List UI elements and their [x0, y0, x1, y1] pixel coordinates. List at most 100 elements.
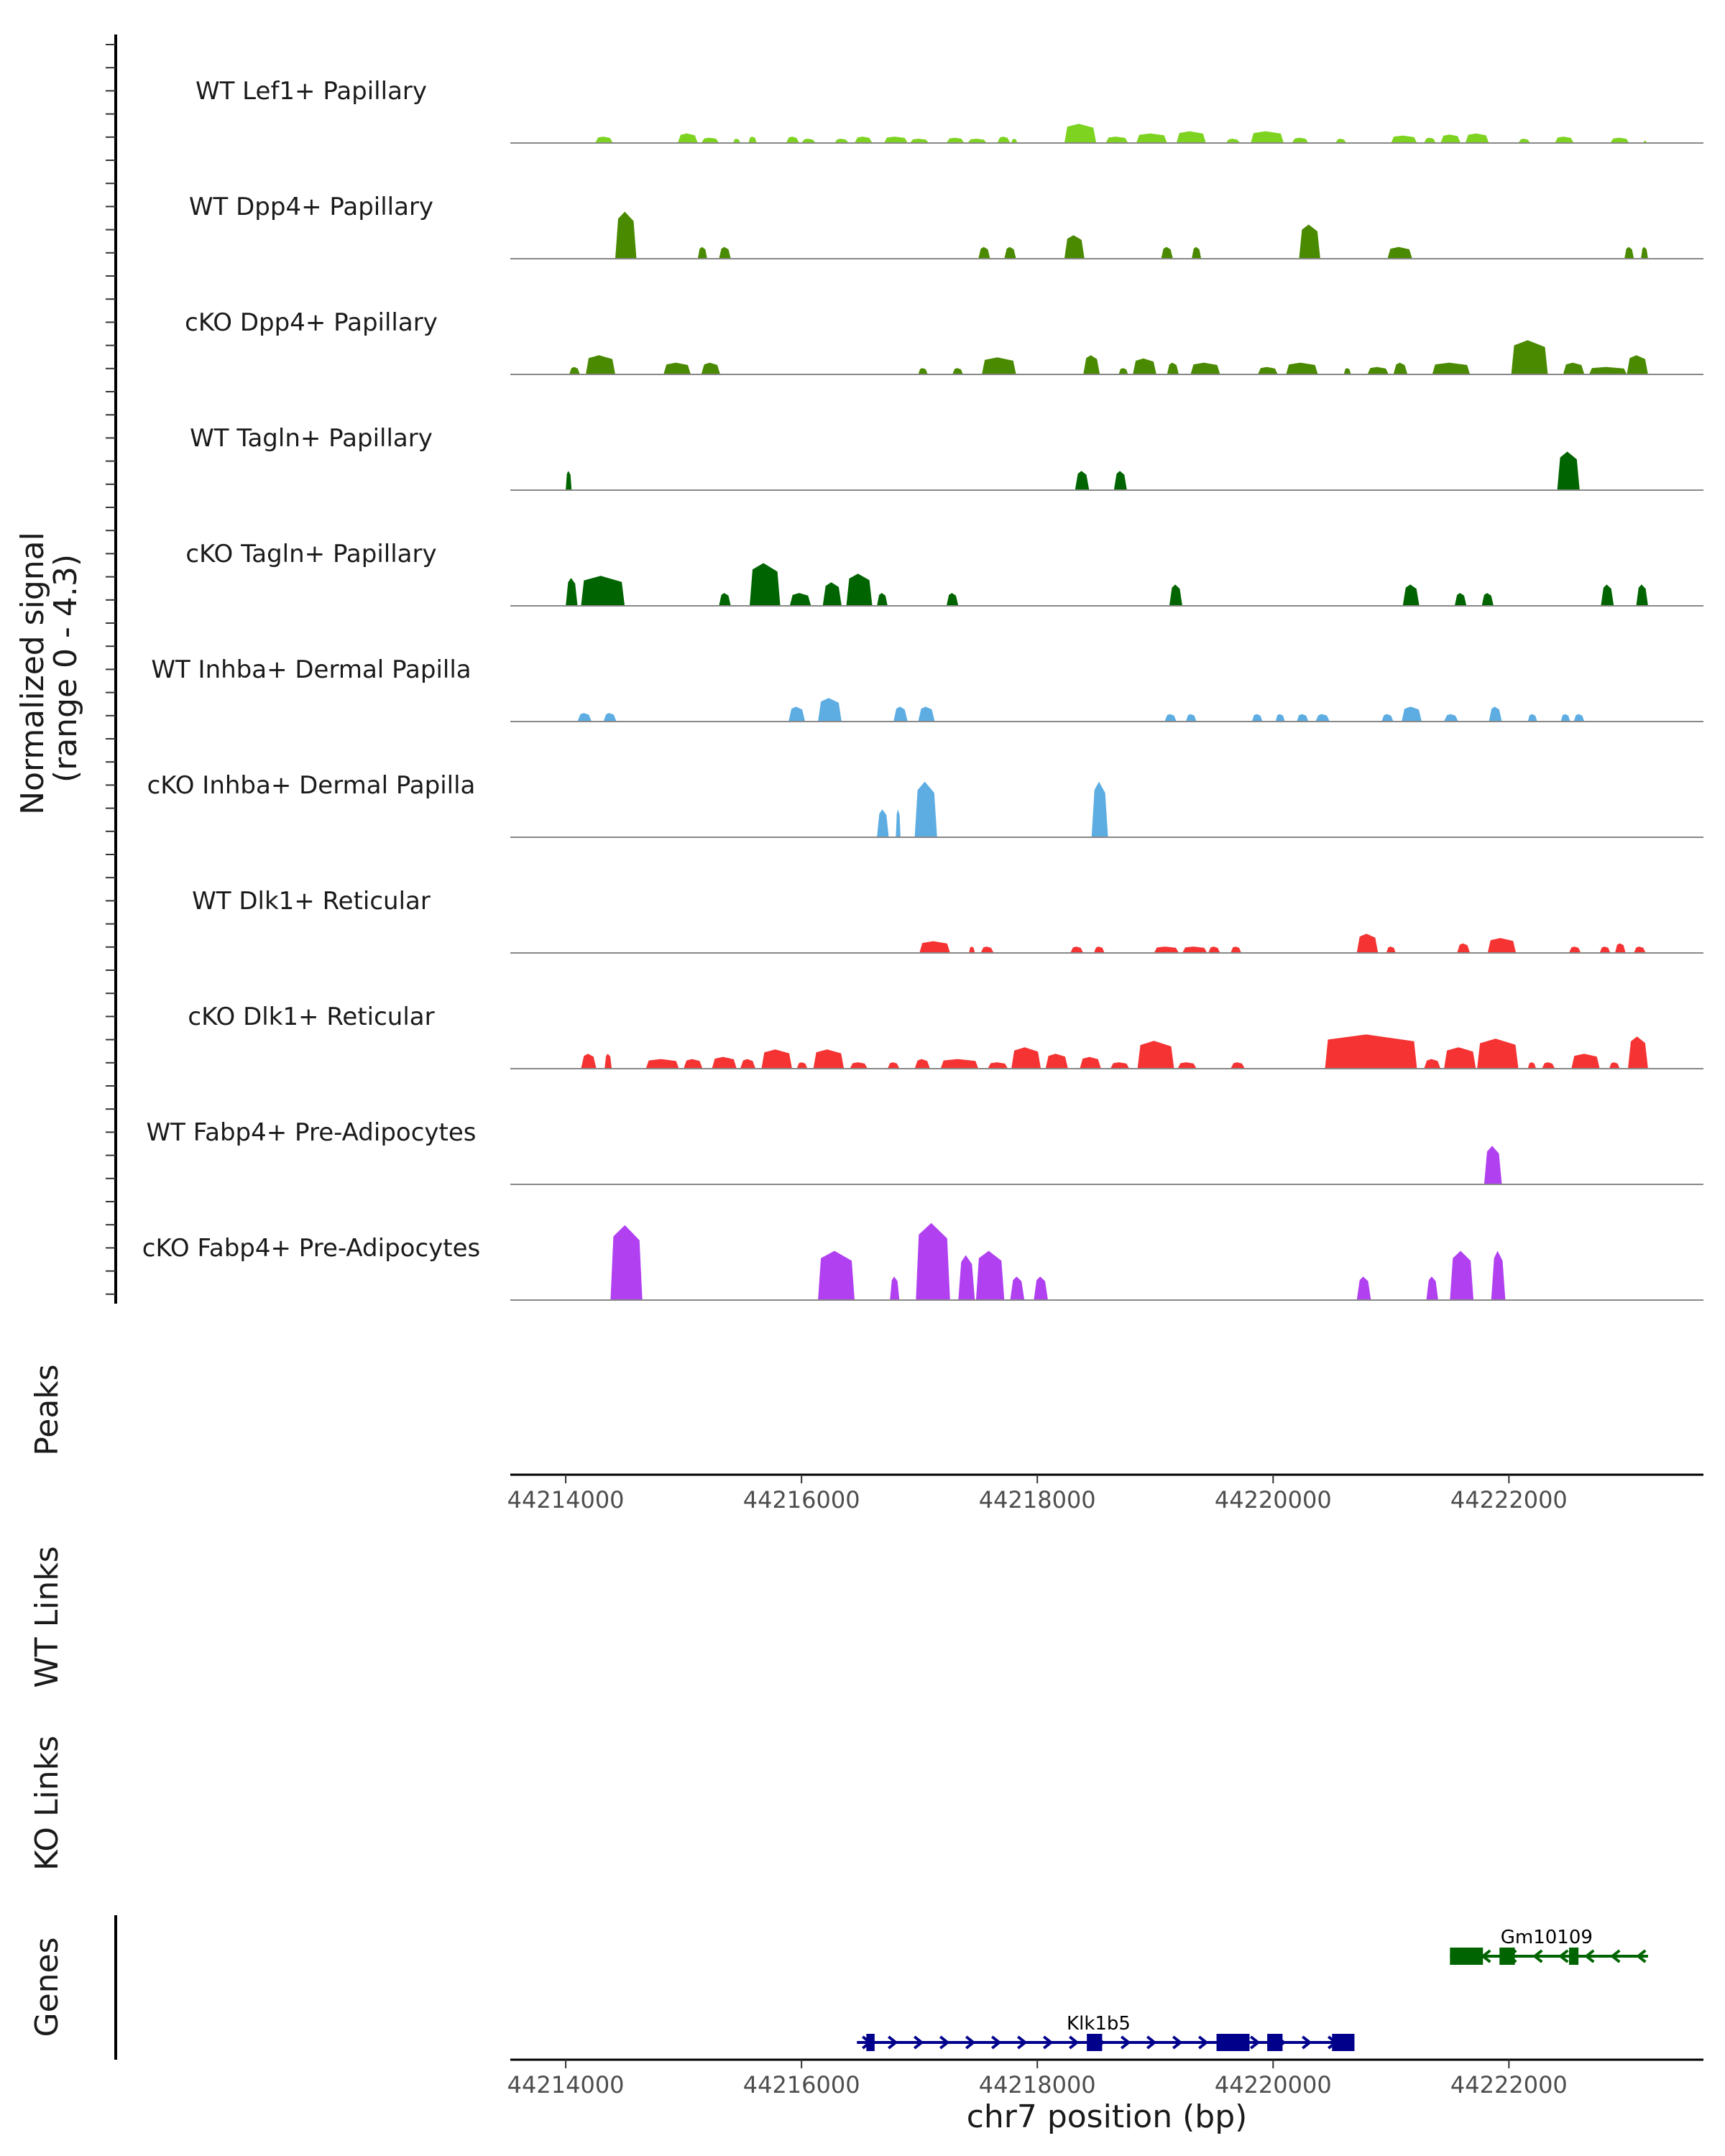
signal-area — [1542, 1062, 1555, 1069]
signal-area — [1190, 362, 1220, 374]
signal-area — [1381, 714, 1394, 722]
signal-area — [1634, 946, 1646, 953]
signal-area — [1484, 1146, 1502, 1184]
signal-area — [1167, 362, 1179, 374]
signal-area — [1154, 946, 1179, 953]
signal-area — [1489, 706, 1502, 722]
signal-area — [1465, 133, 1489, 143]
signal-area — [914, 1059, 930, 1069]
signal-area — [988, 1062, 1008, 1069]
signal-area — [603, 713, 617, 722]
strand-arrow — [1146, 2035, 1157, 2050]
signal-area — [796, 1062, 808, 1069]
signal-area — [1176, 131, 1206, 143]
signal-area — [1299, 224, 1320, 259]
signal-area — [1208, 946, 1220, 953]
signal-area — [946, 593, 959, 606]
signal-area — [569, 367, 580, 374]
signal-area — [980, 946, 994, 953]
signal-area — [1251, 714, 1263, 722]
signal-area — [1137, 1041, 1174, 1069]
strand-arrow — [1172, 2035, 1183, 2050]
signal-area — [1555, 137, 1574, 143]
strand-arrow — [1532, 1949, 1543, 1963]
signal-area — [1615, 943, 1626, 953]
signal-area — [789, 593, 811, 606]
signal-area — [1083, 355, 1100, 374]
signal-area — [1426, 1276, 1438, 1300]
signal-area — [1393, 362, 1408, 374]
signal-area — [761, 1049, 792, 1069]
strand-arrow — [1636, 1949, 1647, 1963]
signal-area — [834, 139, 849, 143]
gene-exon — [1499, 1948, 1515, 1965]
signal-area — [967, 139, 987, 143]
signal-area — [1450, 1250, 1474, 1300]
signal-area — [1094, 946, 1105, 953]
x-axis-tick-label: 44220000 — [1215, 1486, 1332, 1514]
signal-area — [712, 1056, 737, 1069]
signal-area — [701, 137, 719, 143]
signal-area — [1573, 714, 1585, 722]
signal-area — [1481, 593, 1494, 606]
signal-area — [1391, 135, 1417, 143]
signal-area — [1440, 134, 1461, 143]
strand-arrow — [939, 2035, 950, 2050]
ko-links-panel-label: KO Links — [29, 1736, 65, 1871]
gene-models: Gm10109 Klk1b5 — [857, 1927, 1648, 2051]
signal-area — [1034, 1276, 1048, 1300]
signal-area — [1045, 1054, 1068, 1069]
signal-area — [1560, 714, 1570, 722]
strand-arrow — [1043, 2035, 1054, 2050]
signal-area — [697, 247, 707, 259]
signal-area — [1599, 946, 1611, 953]
signal-area — [788, 706, 806, 722]
signal-area — [1569, 946, 1581, 953]
strand-arrow — [991, 2035, 1002, 2050]
signal-area — [896, 809, 901, 837]
track-label: WT Tagln+ Papillary — [190, 424, 433, 453]
signal-area — [719, 247, 731, 259]
signal-axis-ticks — [106, 44, 116, 1295]
strand-arrow — [1121, 2035, 1131, 2050]
signal-area — [975, 1250, 1005, 1300]
signal-area — [1424, 1059, 1441, 1069]
strand-arrow — [1069, 2035, 1080, 2050]
x-axis-tick-label: 44218000 — [979, 1486, 1096, 1514]
genes-panel-label: Genes — [29, 1937, 65, 2037]
signal-area — [887, 1062, 900, 1069]
signal-area — [1610, 137, 1629, 143]
signal-area — [813, 1049, 845, 1069]
signal-area — [952, 368, 963, 374]
signal-area — [586, 355, 615, 374]
signal-area — [910, 139, 929, 143]
track: WT Lef1+ Papillary — [196, 77, 1703, 144]
strand-arrow — [1198, 2035, 1209, 2050]
signal-area — [997, 137, 1011, 143]
signal-area — [1557, 451, 1580, 490]
track: cKO Fabp4+ Pre-Adipocytes — [142, 1222, 1703, 1301]
signal-area — [801, 139, 816, 143]
signal-area — [1527, 1062, 1537, 1069]
signal-area — [1518, 139, 1530, 143]
track: cKO Dpp4+ Papillary — [185, 308, 1703, 375]
signal-area — [1297, 714, 1309, 722]
signal-area — [1511, 340, 1548, 374]
signal-area — [818, 698, 842, 722]
signal-area — [615, 211, 637, 259]
signal-area — [1110, 1062, 1130, 1069]
signal-area — [1636, 584, 1648, 606]
track-label: cKO Tagln+ Papillary — [185, 540, 436, 568]
signal-area — [1315, 714, 1330, 722]
signal-area — [1627, 355, 1648, 374]
signal-area — [884, 137, 908, 143]
track-label: WT Inhba+ Dermal Papilla — [151, 655, 471, 684]
signal-area — [604, 1054, 612, 1069]
track-label: WT Dpp4+ Papillary — [189, 193, 433, 221]
signal-area — [1444, 714, 1458, 722]
signal-area — [982, 357, 1016, 374]
strand-arrow — [1017, 2035, 1028, 2050]
signal-area — [1424, 137, 1436, 143]
signal-area — [1225, 139, 1241, 143]
